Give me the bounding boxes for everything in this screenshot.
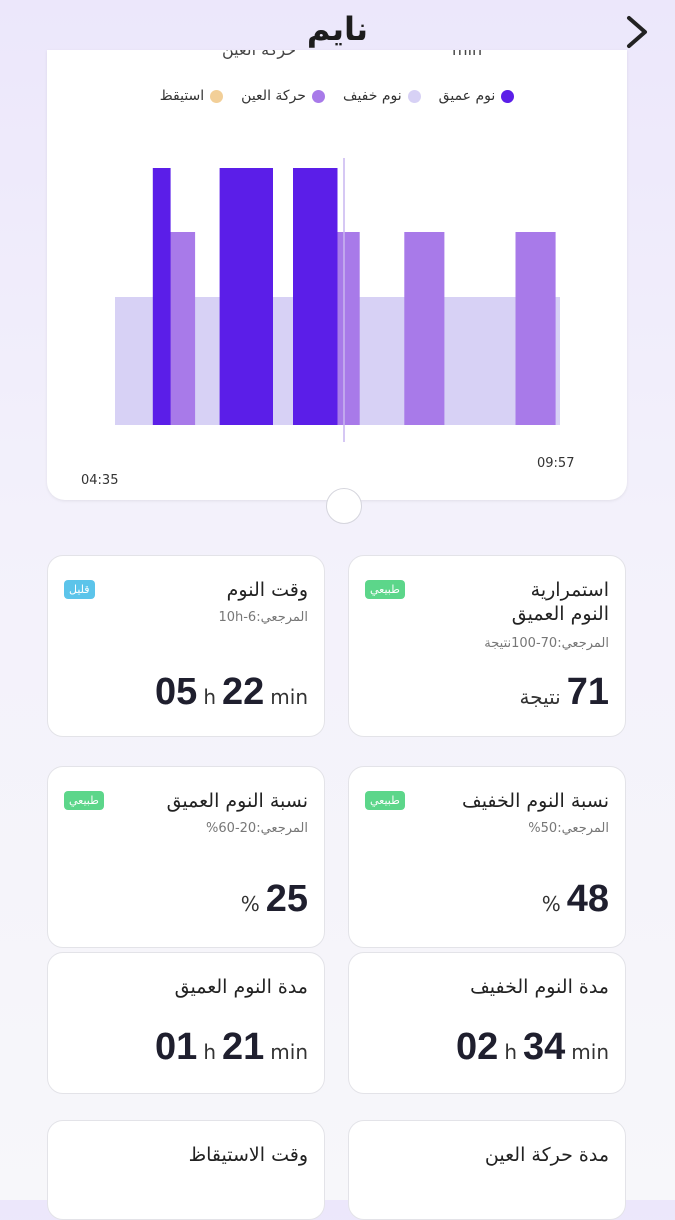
card-light-duration[interactable]: مدة النوم الخفيف 02 h 34 min [348, 952, 626, 1094]
clipped-label: min [452, 50, 482, 59]
sleep-chart-card: حركة العين min نوم عميق نوم خفيف حركة ال… [47, 50, 627, 500]
card-title: نسبة النوم العميق [166, 790, 308, 812]
card-value: 02 h 34 min [456, 1026, 609, 1068]
status-badge: طبيعي [365, 791, 405, 810]
legend-item-light: نوم خفيف [343, 88, 421, 104]
chart-legend: نوم عميق نوم خفيف حركة العين استيقظ [47, 88, 627, 104]
status-badge: قليل [64, 580, 95, 599]
clipped-legend-row: حركة العين min [47, 50, 627, 72]
card-title: وقت النوم [226, 579, 308, 601]
card-ref: المرجعي:50% [528, 821, 609, 836]
clipped-label: حركة العين [222, 50, 296, 59]
card-deep-ratio[interactable]: نسبة النوم العميق المرجعي:20-60% طبيعي %… [47, 766, 325, 948]
header: نايم [0, 0, 675, 66]
card-light-ratio[interactable]: نسبة النوم الخفيف المرجعي:50% طبيعي % 48 [348, 766, 626, 948]
card-title: مدة النوم العميق [174, 976, 308, 998]
card-ref: المرجعي:20-60% [206, 821, 308, 836]
sleep-stage-chart[interactable] [47, 50, 627, 500]
card-title: وقت الاستيقاظ [188, 1144, 308, 1166]
chevron-right-icon[interactable] [623, 12, 653, 52]
card-ref: المرجعي:6-10h [218, 610, 308, 625]
card-awake-time[interactable]: وقت الاستيقاظ [47, 1120, 325, 1220]
status-badge: طبيعي [64, 791, 104, 810]
end-time-label: 09:57 [537, 456, 575, 471]
card-title: نسبة النوم الخفيف [462, 790, 609, 812]
start-time-label: 04:35 [81, 473, 119, 488]
card-value: نتيجة 71 [519, 671, 609, 713]
card-sleep-time[interactable]: وقت النوم المرجعي:6-10h قليل 05 h 22 min [47, 555, 325, 737]
card-value: 05 h 22 min [155, 671, 308, 713]
card-title: استمرارية النوم العميق [511, 579, 609, 625]
card-title: مدة النوم الخفيف [470, 976, 609, 998]
chart-bar-1-3 [515, 232, 556, 425]
card-rem-duration[interactable]: مدة حركة العين [348, 1120, 626, 1220]
card-value: % 25 [240, 878, 308, 920]
chart-bar-2-1 [219, 168, 273, 425]
status-badge: طبيعي [365, 580, 405, 599]
chart-scrub-handle[interactable] [326, 488, 362, 524]
card-deep-duration[interactable]: مدة النوم العميق 01 h 21 min [47, 952, 325, 1094]
card-deep-continuity[interactable]: استمرارية النوم العميق المرجعي:70-100نتي… [348, 555, 626, 737]
chart-bar-1-0 [168, 232, 196, 425]
legend-item-rem: حركة العين [241, 88, 325, 104]
page-title: نايم [306, 10, 369, 48]
chart-bar-2-0 [152, 168, 171, 425]
chart-bar-1-2 [404, 232, 445, 425]
legend-item-awake: استيقظ [160, 88, 224, 104]
card-value: % 48 [541, 878, 609, 920]
legend-item-deep: نوم عميق [439, 88, 515, 104]
card-value: 01 h 21 min [155, 1026, 308, 1068]
card-ref: المرجعي:70-100نتيجة [484, 636, 609, 651]
card-title: مدة حركة العين [484, 1144, 609, 1166]
chart-bar-2-2 [293, 168, 338, 425]
